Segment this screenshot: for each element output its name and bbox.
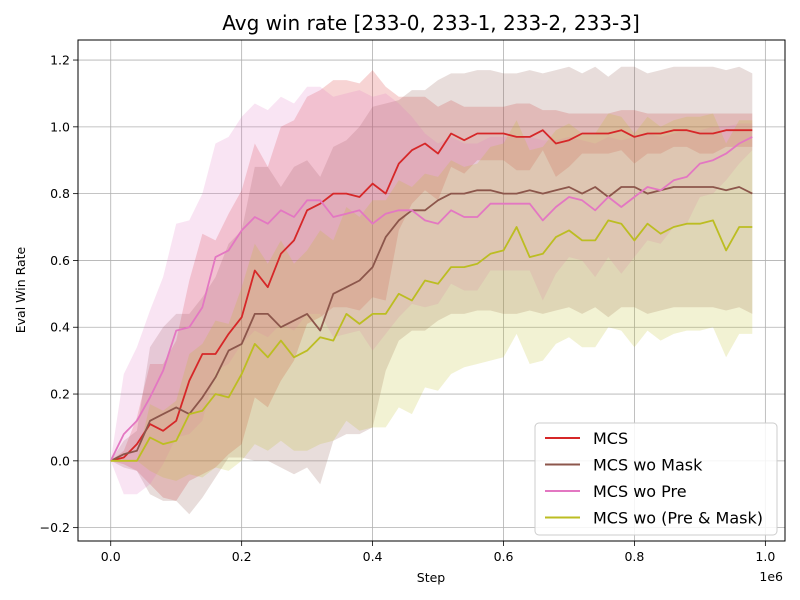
y-tick-label: 0.4: [50, 320, 70, 335]
line-series-1: [110, 186, 753, 462]
legend-label: MCS wo Pre: [593, 482, 687, 501]
x-tick-label: 0.6: [494, 549, 514, 564]
x-tick-label: 0.0: [101, 549, 121, 564]
x-tick-label: 0.2: [232, 549, 252, 564]
line-series-0: [110, 129, 753, 462]
x-axis-offset-label: 1e6: [759, 569, 783, 584]
line-series-3: [110, 219, 753, 462]
x-tick-label: 0.8: [624, 549, 644, 564]
y-axis-label: Eval Win Rate: [13, 246, 28, 333]
y-tick-label: 1.0: [50, 119, 70, 134]
axes-frame: [77, 39, 786, 542]
y-tick-label: 0.8: [50, 186, 70, 201]
band-series-3: [110, 113, 753, 481]
y-tick-label: 0.2: [50, 387, 70, 402]
chart-title: Avg win rate [233-0, 233-1, 233-2, 233-3…: [222, 11, 640, 35]
y-tick-label: −0.2: [40, 520, 70, 535]
line-series-2: [109, 136, 753, 462]
legend-box: [534, 422, 778, 536]
legend-label: MCS wo (Pre & Mask): [593, 509, 763, 528]
legend-label: MCS wo Mask: [593, 456, 703, 475]
ticks: 0.0 0.2 0.4 0.6 0.8 1.0 −0.2 0.0 0.2 0.4 0.6 0.8 1.0…: [40, 53, 776, 564]
band-series-1: [110, 66, 753, 515]
x-axis-label: Step: [417, 570, 446, 585]
band-series-0: [110, 70, 753, 501]
y-tick-label: 0.6: [50, 253, 70, 268]
y-tick-label: 0.0: [50, 453, 70, 468]
x-tick-label: 0.4: [363, 549, 383, 564]
y-tick-label: 1.2: [50, 53, 70, 68]
x-tick-label: 1.0: [755, 549, 775, 564]
legend-label: MCS: [593, 429, 628, 448]
legend: MCS MCS wo Mask MCS wo Pre MCS wo (Pre & Ma…: [534, 422, 778, 536]
axes: [77, 39, 786, 542]
series-lines: [109, 129, 753, 462]
